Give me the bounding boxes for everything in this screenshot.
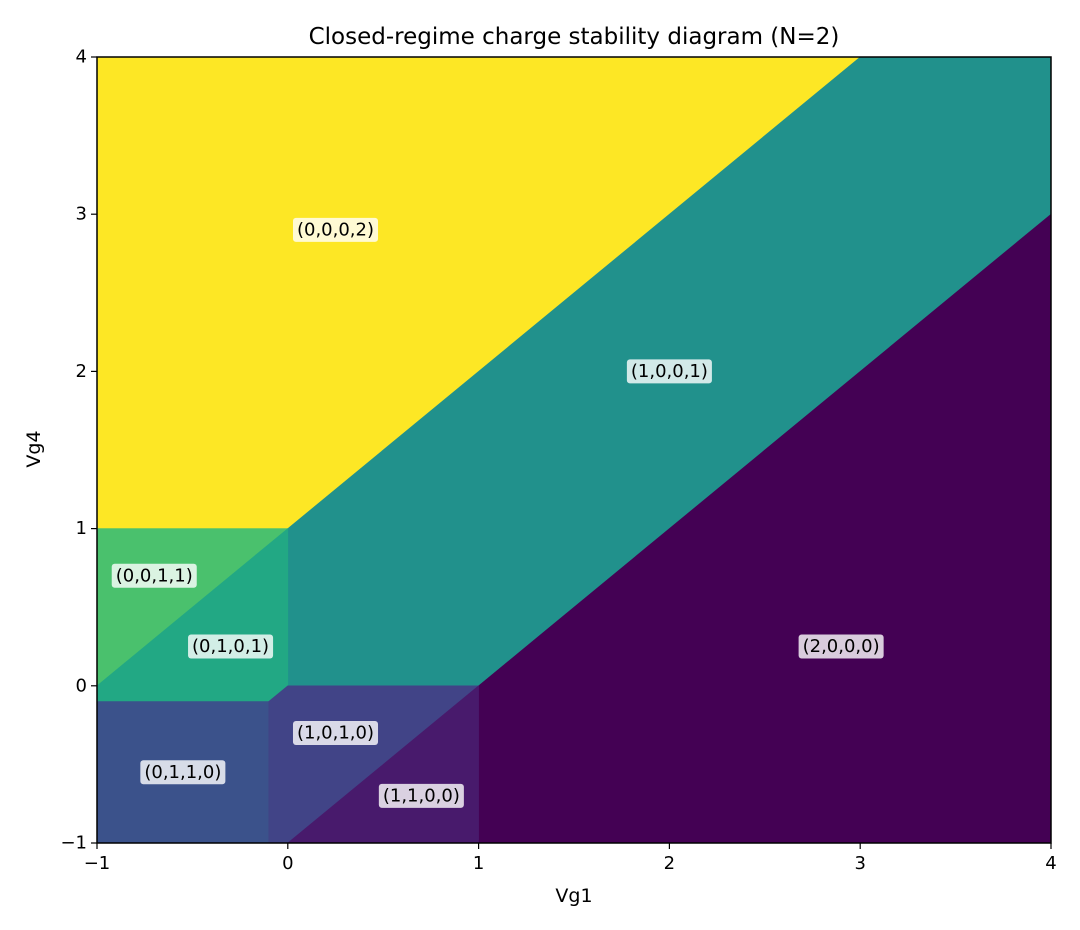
y-tick-label: 1 (76, 518, 87, 539)
region-label-box (188, 634, 274, 659)
x-tick-label: 0 (282, 853, 293, 874)
region-label-1-0-0-1: (1,0,0,1) (626, 359, 712, 384)
region-label-text: (1,0,1,0) (297, 722, 374, 743)
region-label-box (292, 217, 379, 242)
region-label-0-1-0-1: (0,1,0,1) (188, 634, 274, 659)
x-axis-label: Vg1 (555, 885, 592, 907)
chart-title: Closed-regime charge stability diagram (… (309, 24, 840, 50)
region-label-text: (0,1,0,1) (192, 636, 269, 657)
region-label-0-1-1-0: (0,1,1,0) (140, 760, 226, 785)
region-label-1-0-1-0: (1,0,1,0) (292, 720, 379, 745)
y-tick-label: 3 (76, 204, 87, 225)
region-label-text: (2,0,0,0) (803, 636, 880, 657)
x-tick-label: 2 (664, 853, 675, 874)
axis-ticks: −1 0 1 2 3 4 −1 0 1 2 3 4 (60, 47, 1056, 875)
region-label-text: (0,1,1,0) (144, 762, 221, 783)
x-tick-label: 3 (854, 853, 865, 874)
y-tick-label: 4 (76, 47, 87, 68)
region-label-text: (0,0,0,2) (297, 219, 374, 240)
region-label-0-0-0-2: (0,0,0,2) (292, 217, 379, 242)
region-label-box (292, 720, 379, 745)
y-tick-label: 2 (76, 361, 87, 382)
region-label-box (111, 563, 197, 588)
plot-frame (96, 56, 1052, 844)
region-label-1-1-0-0: (1,1,0,0) (378, 783, 464, 808)
y-axis-label: Vg4 (23, 430, 45, 467)
region-label-text: (1,0,0,1) (631, 361, 708, 382)
x-tick-label: −1 (84, 853, 111, 874)
region-label-text: (1,1,0,0) (383, 785, 460, 806)
y-tick-label: 0 (76, 675, 87, 696)
region-label-box (378, 783, 464, 808)
region-label-0-0-1-1: (0,0,1,1) (111, 563, 197, 588)
region-label-box (626, 359, 712, 384)
region-label-box (798, 634, 884, 659)
region-label-box (140, 760, 226, 785)
stability-regions (96, 56, 1052, 844)
x-tick-label: 4 (1045, 853, 1056, 874)
region-labels: (0,0,0,2) (1,0,0,1) (2,0,0,0) (0,0,1,1) (0,1… (111, 217, 884, 808)
x-tick-label: 1 (473, 853, 484, 874)
region-label-2-0-0-0: (2,0,0,0) (798, 634, 884, 659)
y-tick-label: −1 (60, 833, 87, 854)
region-label-text: (0,0,1,1) (116, 565, 193, 586)
